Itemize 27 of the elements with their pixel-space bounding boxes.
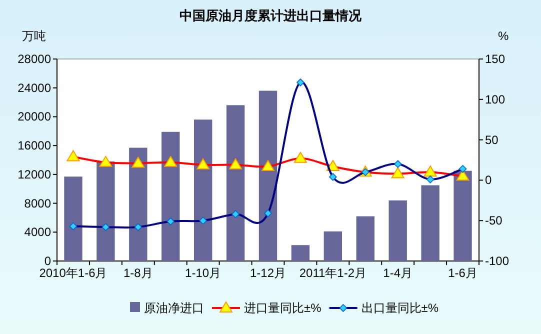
y-axis-title: 万吨 (22, 29, 46, 43)
y-tick-label: 20000 (18, 110, 52, 124)
y-tick-label: 8000 (24, 196, 52, 210)
y-tick-label: 28000 (18, 52, 52, 66)
x-tick-label: 1-6月 (448, 266, 478, 280)
y2-tick-label: 0 (485, 173, 492, 188)
y-tick-label: 16000 (18, 138, 52, 153)
x-tick-label: 2010年1-6月 (39, 266, 108, 280)
y2-tick-label: 50 (485, 132, 499, 147)
x-tick-label: 1-12月 (250, 266, 286, 280)
y-tick-label: 0 (44, 254, 52, 268)
y2-axis-title: % (498, 29, 509, 43)
y2-tick-label: -50 (485, 214, 503, 228)
y-tick-label: 4000 (24, 225, 52, 240)
legend-label: 出口量同比±% (361, 301, 439, 315)
legend-label: 原油净进口 (144, 301, 204, 315)
y2-tick-label: 100 (485, 92, 506, 106)
x-tick-label: 1-4月 (383, 266, 413, 280)
x-tick-label: 1-10月 (185, 266, 222, 280)
chart-title: 中国原油月度累计进出口量情况 (180, 8, 362, 23)
y-tick-label: 24000 (18, 80, 52, 95)
x-tick-label: 2011年1-2月 (299, 266, 366, 280)
y-tick-label: 12000 (18, 167, 52, 182)
y2-tick-label: 150 (485, 52, 506, 66)
legend-label: 进口量同比±% (244, 301, 322, 315)
y2-tick-label: -100 (485, 254, 510, 268)
x-tick-label: 1-8月 (123, 266, 153, 280)
